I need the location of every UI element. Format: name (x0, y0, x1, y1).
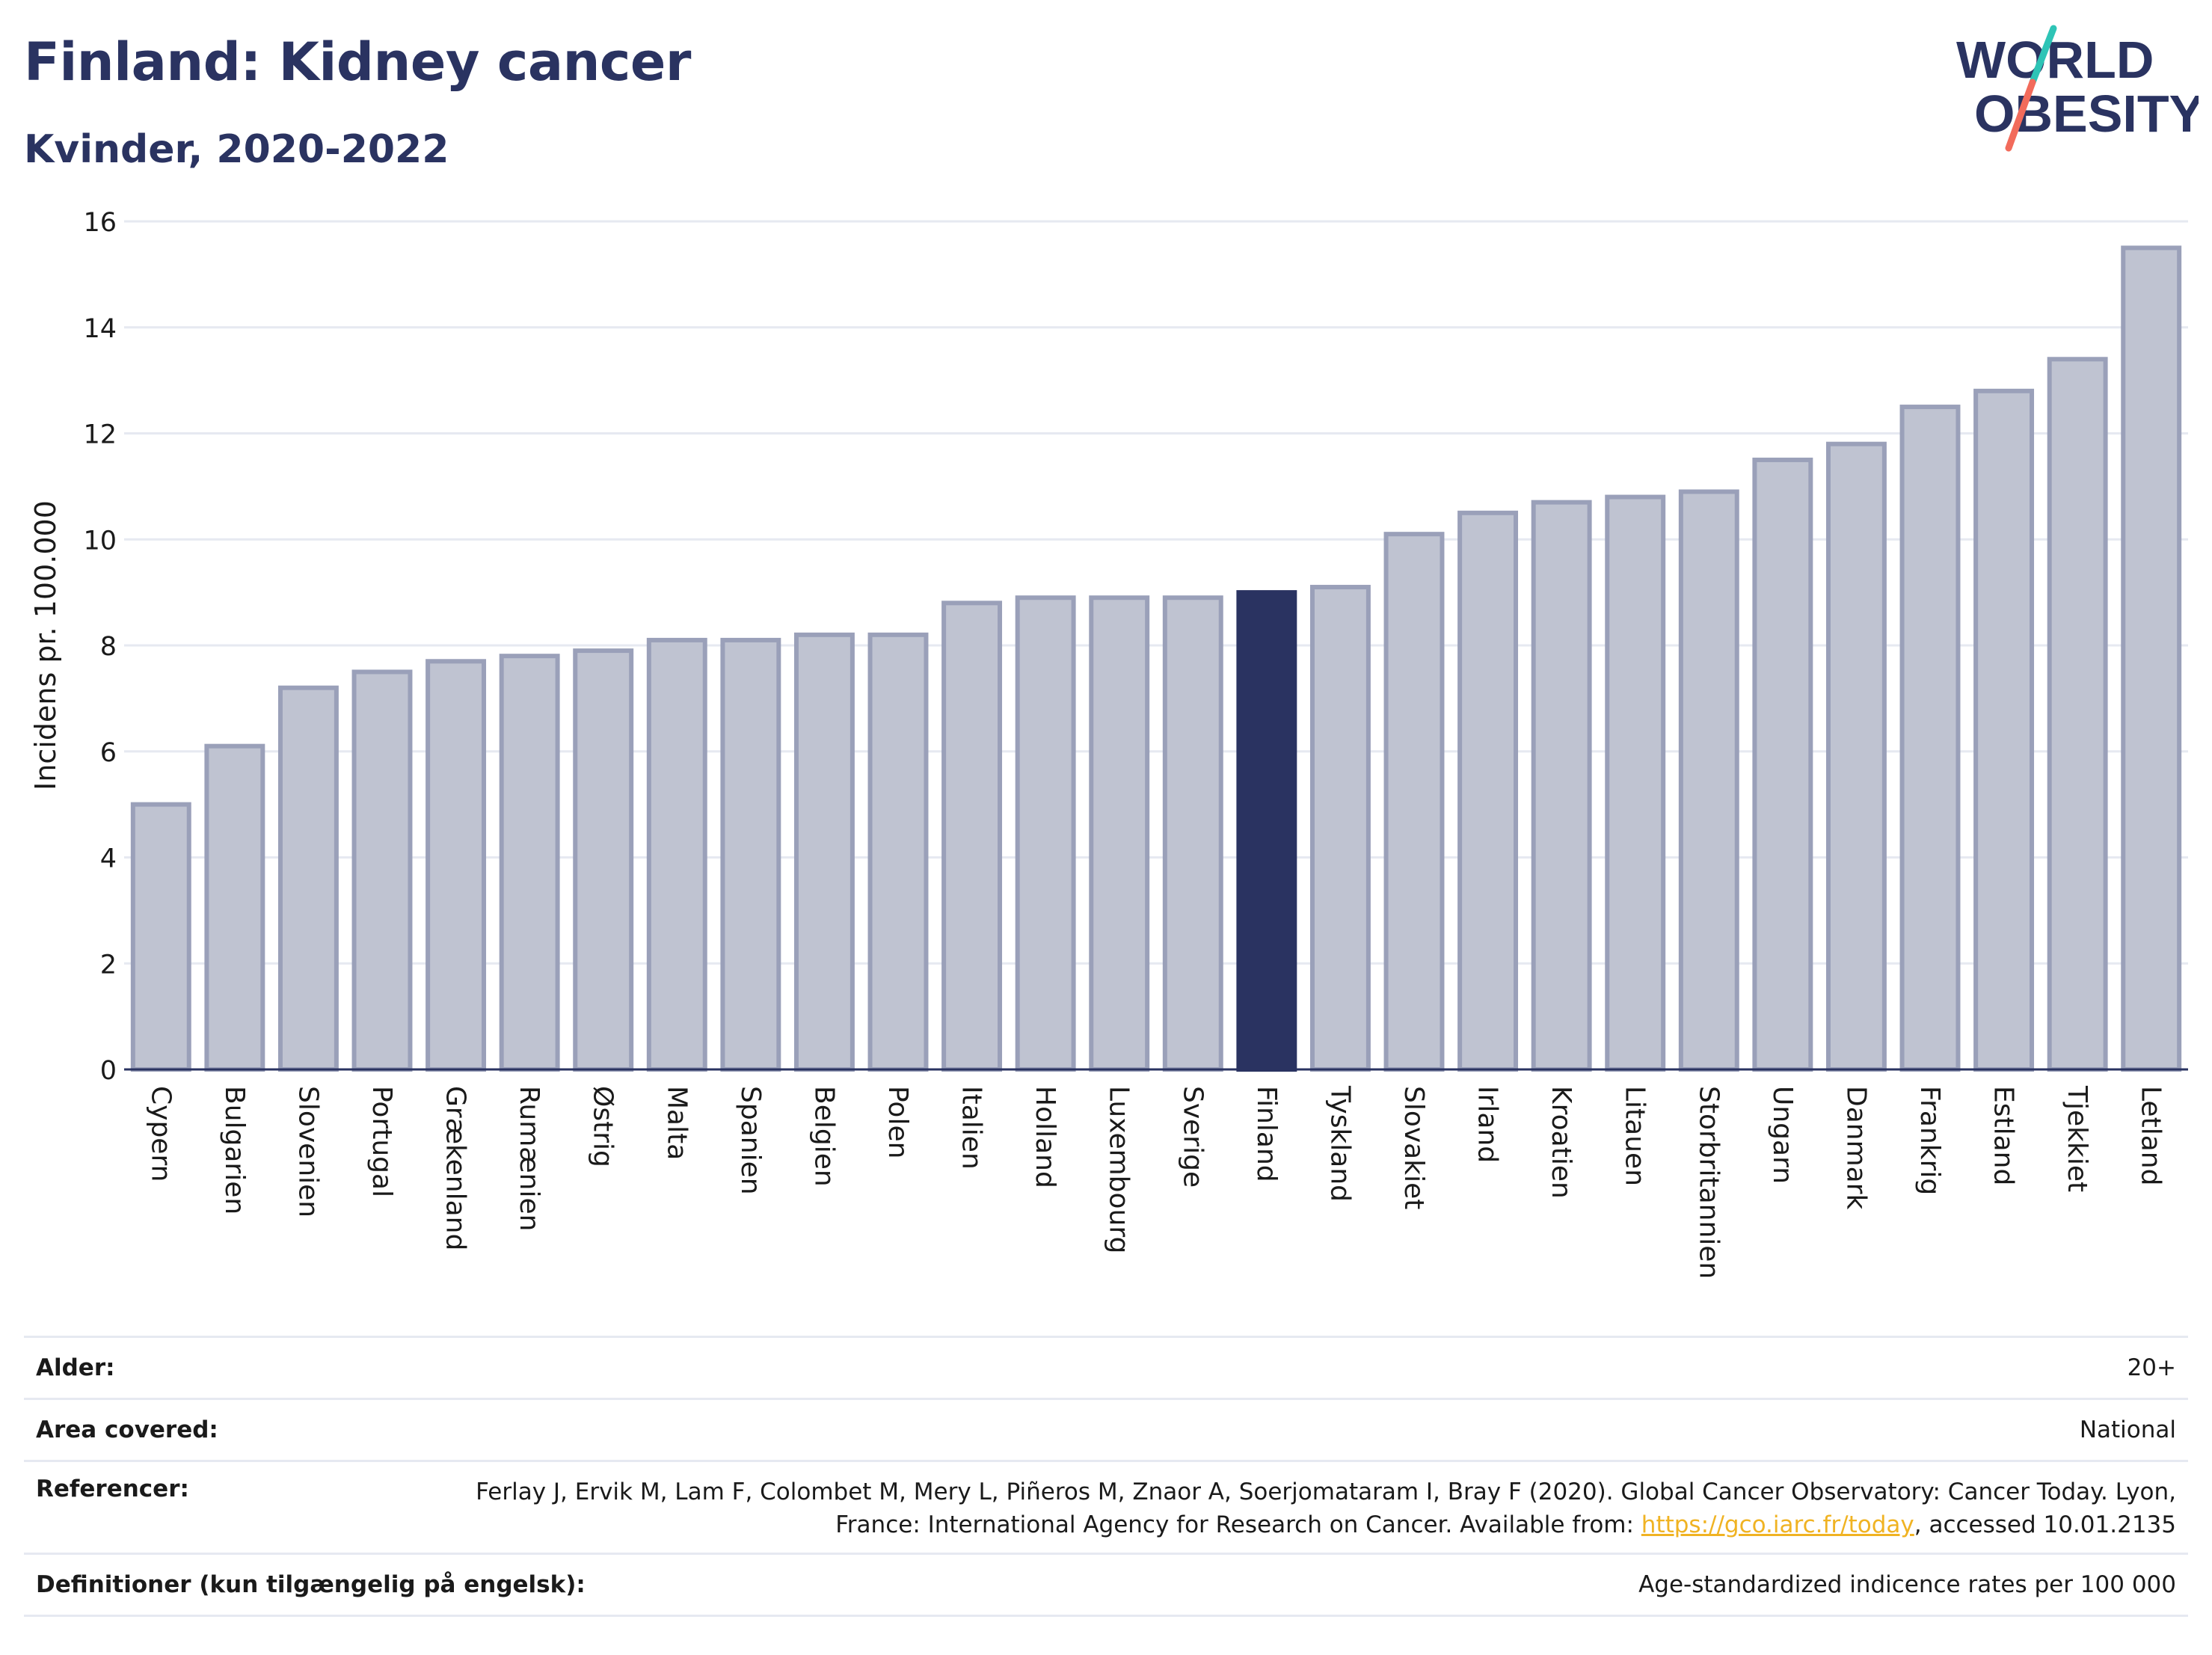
chart-title: Finland: Kidney cancer (24, 31, 691, 93)
bar-tjekkiet[interactable] (2047, 357, 2108, 1072)
bar-portugal[interactable] (351, 669, 413, 1072)
x-tick-label: Italien (956, 1086, 987, 1170)
x-tick-label: Danmark (1840, 1086, 1871, 1210)
x-tick-label: Estland (1988, 1086, 2019, 1185)
bar-tyskland[interactable] (1309, 585, 1371, 1072)
bar-kroatien[interactable] (1531, 500, 1592, 1072)
x-tick-label: Cypern (145, 1086, 176, 1182)
x-tick-label: Østrig (588, 1086, 618, 1167)
x-tick-label: Bulgarien (219, 1086, 250, 1215)
x-tick-label: Finland (1251, 1086, 1282, 1182)
bar-irland[interactable] (1457, 510, 1519, 1072)
bar-grækenland[interactable] (425, 659, 487, 1072)
x-axis-ticks: Cypern Bulgarien Slovenien Portugal Grækenla… (145, 1085, 2166, 1279)
x-tick-label: Belgien (808, 1086, 839, 1187)
meta-value: Age-standardized indicence rates per 100… (1638, 1571, 2176, 1598)
x-tick-label: Tyskland (1324, 1085, 1355, 1202)
y-tick-label: 10 (83, 526, 117, 556)
bar-malta[interactable] (646, 637, 707, 1072)
x-tick-label: Grækenland (440, 1086, 471, 1250)
y-tick-label: 4 (100, 844, 117, 874)
x-tick-label: Irland (1472, 1086, 1503, 1163)
x-tick-label: Letland (2136, 1086, 2166, 1185)
bar-ungarn[interactable] (1752, 457, 1813, 1072)
y-axis-label: Incidens pr. 100.000 (29, 500, 62, 790)
reference-accessed: , accessed 10.01.2135 (1914, 1511, 2176, 1538)
chart-subtitle: Kvinder, 2020-2022 (24, 127, 449, 172)
y-tick-label: 14 (83, 314, 117, 344)
bar-polen[interactable] (867, 632, 929, 1072)
x-tick-label: Sverige (1177, 1086, 1208, 1188)
bar-spanien[interactable] (720, 637, 781, 1072)
y-tick-label: 12 (83, 420, 117, 450)
y-tick-label: 2 (100, 950, 117, 980)
x-tick-label: Storbritannien (1693, 1086, 1724, 1279)
bar-slovenien[interactable] (277, 685, 339, 1072)
x-tick-label: Kroatien (1546, 1086, 1576, 1199)
x-tick-label: Tjekkiet (2062, 1085, 2092, 1192)
x-tick-label: Polen (882, 1086, 913, 1158)
x-tick-label: Frankrig (1914, 1086, 1945, 1195)
x-tick-label: Slovenien (292, 1086, 323, 1218)
bar-chart: 0 2 4 6 8 10 12 14 16 Cypern Bulgarien Slovenien Po… (29, 208, 2188, 1279)
bars (130, 245, 2182, 1072)
meta-label: Alder: (36, 1354, 115, 1381)
bar-bulgarien[interactable] (204, 743, 265, 1072)
y-axis-ticks: 0 2 4 6 8 10 12 14 16 (83, 208, 117, 1086)
bar-østrig[interactable] (573, 648, 634, 1072)
world-obesity-logo: WORLD OBESITY (1956, 25, 2199, 152)
bar-belgien[interactable] (793, 632, 855, 1072)
meta-row-area: Area covered: National (24, 1398, 2188, 1460)
x-tick-label: Ungarn (1767, 1086, 1798, 1184)
meta-row-age: Alder: 20+ (24, 1336, 2188, 1398)
bar-luxembourg[interactable] (1089, 595, 1150, 1072)
meta-row-references: Referencer: Ferlay J, Ervik M, Lam F, Co… (24, 1460, 2188, 1553)
x-tick-label: Rumænien (514, 1086, 544, 1231)
y-tick-label: 6 (100, 738, 117, 768)
y-tick-label: 8 (100, 632, 117, 662)
x-tick-label: Litauen (1620, 1086, 1650, 1186)
bar-litauen[interactable] (1605, 494, 1666, 1072)
meta-value: 20+ (2127, 1354, 2176, 1381)
bar-frankrig[interactable] (1899, 405, 1961, 1072)
bar-sverige[interactable] (1162, 595, 1223, 1072)
x-tick-label: Spanien (735, 1086, 766, 1195)
x-tick-label: Portugal (366, 1086, 397, 1197)
meta-value: National (2079, 1416, 2176, 1443)
logo-line1: WORLD (1956, 31, 2154, 89)
meta-row-definitions: Definitioner (kun tilgængelig på engelsk… (24, 1553, 2188, 1617)
bar-rumænien[interactable] (499, 654, 560, 1072)
bar-holland[interactable] (1015, 595, 1076, 1072)
bar-danmark[interactable] (1825, 441, 1887, 1072)
x-tick-label: Holland (1030, 1086, 1060, 1188)
bar-letland[interactable] (2121, 245, 2182, 1072)
reference-text: Ferlay J, Ervik M, Lam F, Colombet M, Me… (476, 1479, 2176, 1538)
bar-cypern[interactable] (130, 802, 191, 1072)
reference-link[interactable]: https://gco.iarc.fr/today (1641, 1511, 1914, 1538)
metadata-table: Alder: 20+ Area covered: National Refere… (24, 1336, 2188, 1617)
meta-label: Definitioner (kun tilgængelig på engelsk… (36, 1571, 586, 1598)
y-tick-label: 0 (100, 1056, 117, 1086)
x-tick-label: Malta (661, 1086, 692, 1160)
y-tick-label: 16 (83, 208, 117, 238)
bar-finland[interactable] (1236, 590, 1297, 1072)
meta-value: Ferlay J, Ervik M, Lam F, Colombet M, Me… (456, 1476, 2188, 1541)
x-tick-label: Slovakiet (1398, 1086, 1429, 1209)
meta-label: Referencer: (36, 1476, 189, 1502)
bar-slovakiet[interactable] (1383, 532, 1445, 1072)
bar-estland[interactable] (1973, 388, 2035, 1072)
logo-slash-coral (2005, 79, 2036, 152)
bar-storbritannien[interactable] (1678, 489, 1739, 1072)
meta-label: Area covered: (36, 1416, 218, 1443)
x-tick-label: Luxembourg (1104, 1086, 1134, 1253)
logo-slash-teal (2029, 25, 2057, 86)
bar-italien[interactable] (941, 601, 1003, 1072)
